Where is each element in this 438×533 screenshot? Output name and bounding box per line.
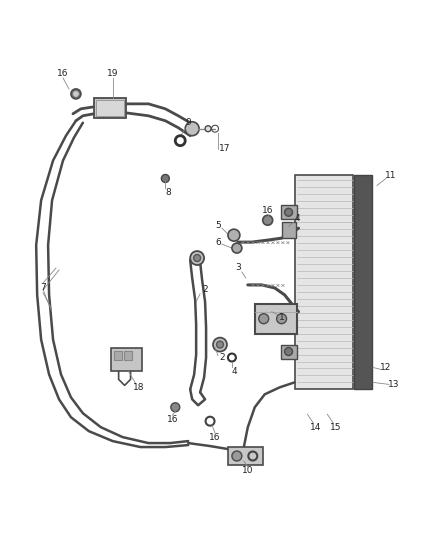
Text: 5: 5: [215, 221, 221, 230]
Circle shape: [259, 314, 268, 324]
Text: 10: 10: [242, 466, 254, 475]
Text: 16: 16: [57, 69, 69, 77]
Text: 17: 17: [219, 144, 231, 153]
Circle shape: [263, 215, 273, 225]
Circle shape: [285, 208, 293, 216]
Circle shape: [216, 341, 223, 348]
Bar: [282, 222, 296, 238]
Text: 19: 19: [107, 69, 118, 77]
Circle shape: [161, 174, 170, 182]
Circle shape: [185, 122, 199, 136]
Text: 16: 16: [209, 433, 221, 442]
Bar: [114, 351, 122, 360]
Bar: [281, 345, 297, 359]
Text: 6: 6: [215, 238, 221, 247]
Circle shape: [232, 451, 242, 461]
Circle shape: [232, 243, 242, 253]
Text: 15: 15: [329, 423, 341, 432]
Circle shape: [74, 92, 78, 96]
Text: 9: 9: [185, 118, 191, 127]
Circle shape: [205, 126, 211, 132]
Text: 14: 14: [310, 423, 321, 432]
Circle shape: [277, 314, 286, 324]
Text: 1: 1: [279, 313, 284, 322]
Bar: [281, 205, 297, 219]
Bar: [228, 447, 263, 465]
Bar: [111, 348, 142, 372]
Text: 4: 4: [231, 367, 237, 376]
Bar: [124, 351, 131, 360]
Circle shape: [194, 255, 201, 262]
Text: 13: 13: [388, 380, 399, 389]
Circle shape: [171, 403, 180, 411]
Text: 12: 12: [380, 363, 392, 372]
Text: 2: 2: [202, 285, 208, 294]
Circle shape: [285, 348, 293, 356]
Bar: [255, 304, 297, 334]
Text: 18: 18: [133, 383, 144, 392]
Bar: [96, 100, 124, 116]
Text: 3: 3: [235, 263, 241, 272]
Bar: [294, 175, 353, 389]
Bar: [94, 98, 126, 118]
Circle shape: [190, 251, 204, 265]
Text: 8: 8: [166, 188, 171, 197]
Text: 16: 16: [166, 415, 178, 424]
Text: 2: 2: [219, 353, 225, 362]
Circle shape: [213, 337, 227, 352]
Text: 7: 7: [40, 284, 46, 293]
Text: 4: 4: [295, 214, 300, 223]
Circle shape: [71, 89, 81, 99]
Circle shape: [228, 229, 240, 241]
Text: 16: 16: [262, 206, 273, 215]
Text: 11: 11: [385, 171, 397, 180]
Bar: [354, 175, 372, 389]
